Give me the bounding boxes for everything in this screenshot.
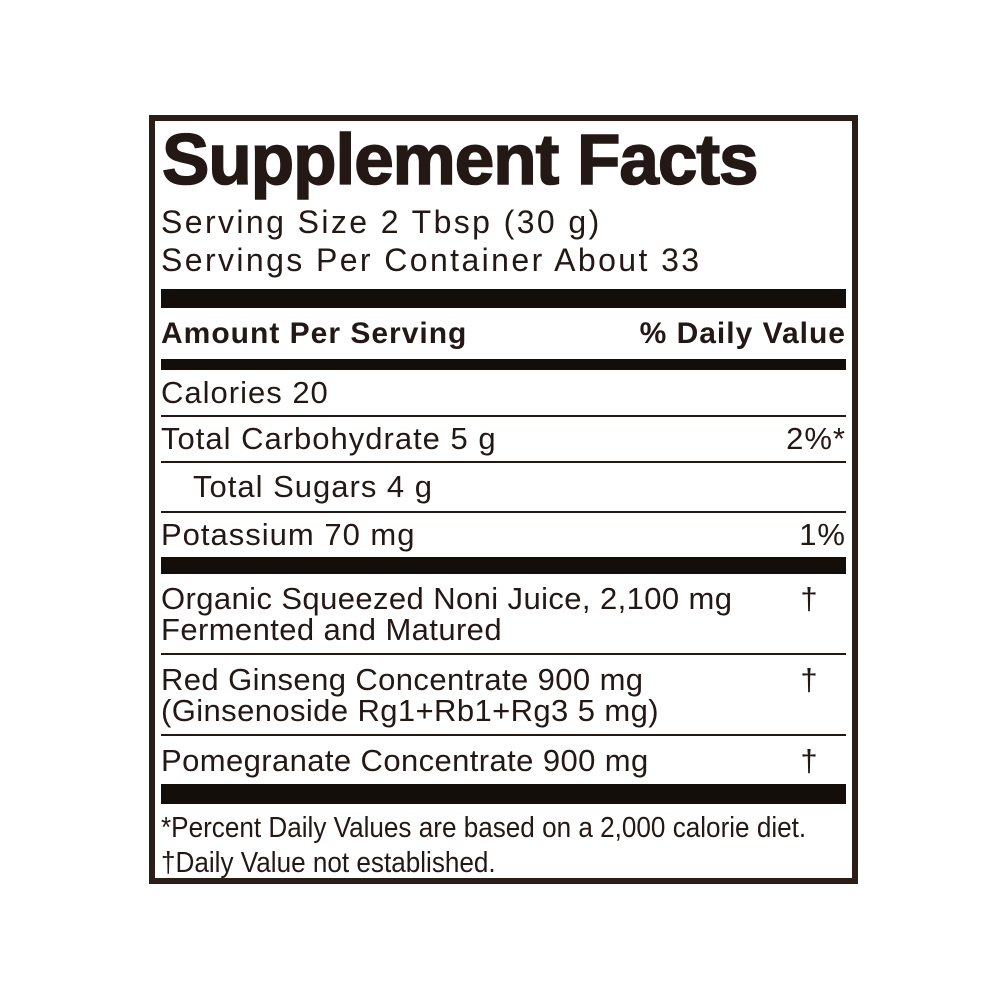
footnote-percent-daily-values: *Percent Daily Values are based on a 2,0… [161,812,807,844]
divider-bar-middle [161,557,846,574]
nutrient-name: Total Carbohydrate 5 g [161,421,497,456]
ingredient-row-noni-juice: Organic Squeezed Noni Juice, 2,100 mg Fe… [161,574,846,653]
amount-per-serving-header: Amount Per Serving [161,317,468,350]
nutrient-row-total-sugars: Total Sugars 4 g [161,461,846,511]
ingredient-name: Pomegranate Concentrate 900 mg [161,745,649,776]
nutrient-row-potassium: Potassium 70 mg 1% [161,511,846,557]
ingredient-line1: Organic Squeezed Noni Juice, 2,100 mg [161,581,733,616]
ingredient-row-red-ginseng: Red Ginseng Concentrate 900 mg (Ginsenos… [161,653,846,734]
nutrient-row-calories: Calories 20 [161,370,846,415]
serving-info: Serving Size 2 Tbsp (30 g) Servings Per … [161,203,846,279]
ingredient-rows: Organic Squeezed Noni Juice, 2,100 mg Fe… [161,574,846,784]
ingredient-line1: Red Ginseng Concentrate 900 mg [161,662,644,697]
ingredient-name: Organic Squeezed Noni Juice, 2,100 mg Fe… [161,583,732,645]
nutrient-rows: Calories 20 Total Carbohydrate 5 g 2%* T… [161,370,846,557]
divider-bar-bottom [161,784,846,804]
nutrient-daily-value: 2%* [786,421,846,456]
serving-size: Serving Size 2 Tbsp (30 g) [161,204,602,240]
ingredient-name: Red Ginseng Concentrate 900 mg (Ginsenos… [161,664,659,726]
ingredient-row-pomegranate: Pomegranate Concentrate 900 mg † [161,734,846,784]
nutrient-daily-value: 1% [799,517,846,552]
supplement-facts-panel: Supplement Facts Serving Size 2 Tbsp (30… [149,115,858,884]
ingredient-line1: Pomegranate Concentrate 900 mg [161,743,649,778]
panel-title: Supplement Facts [161,121,759,200]
nutrient-row-total-carbohydrate: Total Carbohydrate 5 g 2%* [161,415,846,461]
divider-bar-top [161,289,846,308]
ingredient-line2: Fermented and Matured [161,612,502,647]
footnotes: *Percent Daily Values are based on a 2,0… [161,804,846,879]
servings-per-container: Servings Per Container About 33 [161,242,702,278]
dagger-symbol: † [800,743,818,778]
footnote-daily-value-not-established: †Daily Value not established. [161,847,496,879]
column-header: Amount Per Serving % Daily Value [161,308,846,359]
dagger-symbol: † [800,662,818,697]
ingredient-line2: (Ginsenoside Rg1+Rb1+Rg3 5 mg) [161,693,659,728]
nutrient-name: Calories 20 [161,375,329,410]
nutrient-name: Total Sugars 4 g [193,469,434,504]
dagger-symbol: † [800,581,818,616]
daily-value-header: % Daily Value [639,317,846,350]
nutrient-name: Potassium 70 mg [161,517,416,552]
divider-bar-header [161,359,846,370]
